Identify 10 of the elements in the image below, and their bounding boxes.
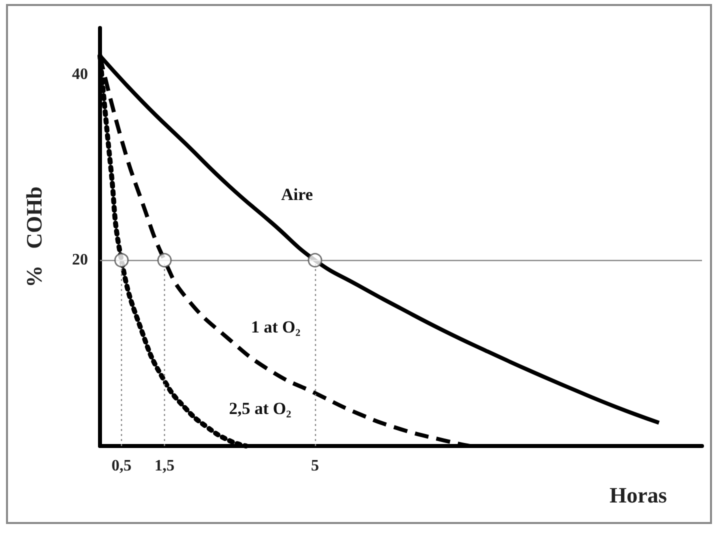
y-tick-label: 40	[72, 66, 88, 83]
series-label: Aire	[281, 185, 314, 204]
x-tick-label: 1,5	[154, 458, 174, 474]
x-axis-title: Horas	[610, 482, 668, 508]
y-axis-title: % COHb	[22, 186, 46, 288]
x-tick-label: 5	[311, 458, 319, 474]
x-tick-label: 0,5	[112, 458, 132, 474]
y-tick-label: 20	[72, 252, 88, 269]
series-label: 2,5 at O₂	[229, 398, 292, 418]
series-label: 1 at O₂	[251, 318, 300, 337]
